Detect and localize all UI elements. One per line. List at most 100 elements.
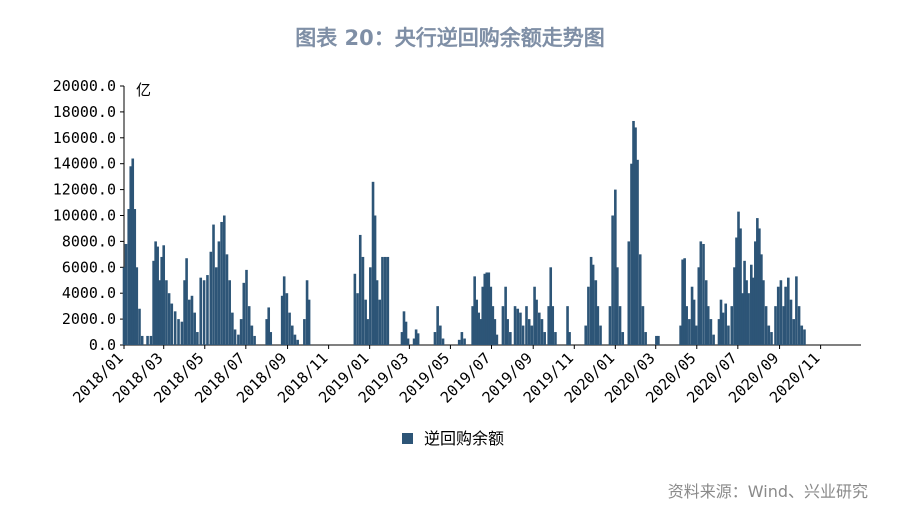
bar bbox=[471, 306, 474, 345]
bar bbox=[185, 258, 188, 345]
bar bbox=[504, 286, 507, 345]
bar bbox=[568, 332, 571, 345]
bar bbox=[361, 256, 365, 345]
y-tick-label: 2000.0 bbox=[62, 310, 116, 328]
bar bbox=[406, 338, 410, 345]
chart-title: 图表 20：央行逆回购余额走势图 bbox=[295, 26, 605, 50]
bar bbox=[439, 325, 442, 345]
bar bbox=[433, 332, 437, 345]
bar bbox=[681, 259, 684, 345]
bar bbox=[356, 293, 359, 345]
bar bbox=[596, 306, 600, 345]
bar bbox=[193, 312, 196, 345]
bar bbox=[217, 241, 221, 345]
bar bbox=[212, 224, 215, 345]
bar bbox=[644, 332, 647, 345]
bar bbox=[167, 293, 171, 345]
bar bbox=[131, 158, 135, 345]
bar bbox=[754, 241, 757, 345]
bar bbox=[154, 241, 157, 345]
bar bbox=[630, 163, 633, 345]
bar bbox=[621, 332, 625, 345]
bar bbox=[173, 311, 177, 345]
bar bbox=[245, 269, 248, 345]
bar bbox=[479, 319, 483, 345]
bar bbox=[481, 286, 485, 345]
bar bbox=[353, 273, 357, 345]
bar bbox=[614, 189, 617, 345]
bar bbox=[712, 334, 715, 345]
bar bbox=[253, 335, 256, 345]
y-tick-label: 0.0 bbox=[89, 336, 116, 354]
bar bbox=[267, 307, 271, 345]
bar bbox=[160, 256, 163, 345]
bar bbox=[282, 276, 286, 345]
bar bbox=[636, 159, 639, 345]
bar bbox=[634, 127, 637, 345]
bar bbox=[369, 267, 372, 345]
bar bbox=[146, 335, 149, 345]
bar bbox=[611, 215, 614, 345]
bar bbox=[156, 246, 159, 345]
bar bbox=[366, 319, 369, 345]
y-tick-label: 12000.0 bbox=[53, 181, 116, 199]
y-tick-label: 8000.0 bbox=[62, 232, 116, 250]
x-axis: 2018/012018/032018/052018/072018/092018/… bbox=[69, 344, 861, 407]
bar bbox=[463, 338, 466, 345]
bar bbox=[764, 306, 768, 345]
bar bbox=[293, 334, 297, 345]
bar bbox=[706, 306, 710, 345]
bar bbox=[199, 277, 203, 345]
bar bbox=[228, 280, 231, 345]
bar bbox=[149, 335, 153, 345]
legend-label: 逆回购余额 bbox=[424, 429, 504, 448]
bar bbox=[719, 299, 723, 345]
bar bbox=[709, 319, 713, 345]
bar bbox=[187, 299, 191, 345]
bar bbox=[265, 319, 268, 345]
bar bbox=[784, 286, 787, 345]
bar bbox=[414, 329, 418, 345]
bar bbox=[727, 325, 730, 345]
bar bbox=[641, 306, 645, 345]
bar bbox=[762, 280, 765, 345]
bar bbox=[501, 306, 505, 345]
bar bbox=[288, 312, 291, 345]
y-tick-label: 14000.0 bbox=[53, 155, 116, 173]
bar bbox=[436, 306, 439, 345]
bar bbox=[792, 319, 795, 345]
bar bbox=[133, 209, 137, 345]
bar bbox=[473, 276, 476, 345]
bar bbox=[702, 243, 705, 345]
bar bbox=[733, 267, 736, 345]
bar bbox=[694, 325, 698, 345]
bar bbox=[679, 325, 682, 345]
bar bbox=[767, 325, 771, 345]
bar bbox=[535, 299, 538, 345]
bar bbox=[489, 286, 493, 345]
bar bbox=[381, 256, 384, 345]
bar bbox=[692, 299, 696, 345]
bar bbox=[493, 319, 497, 345]
y-tick-label: 10000.0 bbox=[53, 207, 116, 225]
bar bbox=[699, 241, 703, 345]
bar bbox=[412, 338, 416, 345]
bar bbox=[209, 251, 213, 345]
bar bbox=[220, 221, 223, 345]
bar bbox=[697, 267, 701, 345]
bar bbox=[196, 332, 199, 345]
bar bbox=[402, 311, 406, 345]
legend-swatch bbox=[402, 433, 413, 444]
bar bbox=[303, 319, 306, 345]
bar bbox=[795, 276, 798, 345]
bar bbox=[441, 338, 445, 345]
bar bbox=[752, 277, 755, 345]
bar bbox=[122, 267, 126, 345]
bar bbox=[533, 286, 536, 345]
bar bbox=[525, 306, 528, 345]
bar bbox=[305, 280, 309, 345]
bar bbox=[383, 256, 387, 345]
bar bbox=[231, 312, 234, 345]
bar bbox=[190, 295, 194, 345]
bar bbox=[371, 181, 375, 345]
